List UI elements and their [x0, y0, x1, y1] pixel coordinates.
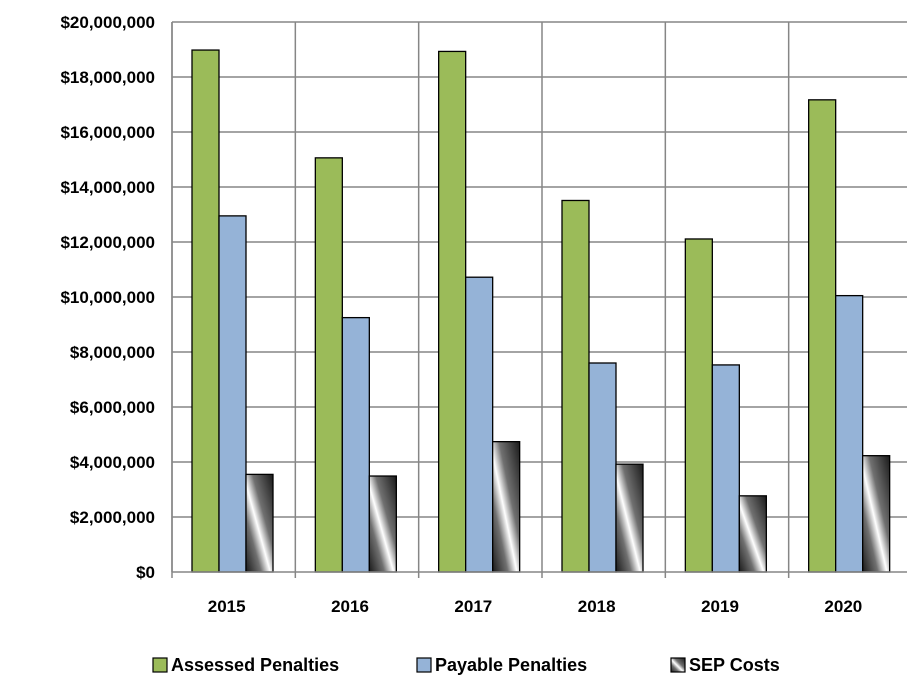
x-tick-label: 2017 [454, 597, 492, 616]
legend-swatch [416, 657, 432, 673]
y-tick-label: $0 [136, 563, 155, 582]
bar-assessed-penalties-2018 [561, 199, 590, 573]
x-tick-label: 2015 [208, 597, 246, 616]
legend-label: Payable Penalties [435, 655, 587, 675]
y-tick-label: $10,000,000 [60, 288, 155, 307]
bar-payable-penalties-2019 [711, 364, 740, 573]
bar-sep-costs-2016 [368, 475, 397, 573]
bar-assessed-penalties-2015 [191, 49, 220, 573]
grid-lines [171, 21, 907, 572]
y-tick-label: $6,000,000 [70, 398, 155, 417]
x-tick-label: 2020 [824, 597, 862, 616]
bar-payable-penalties-2018 [588, 362, 617, 573]
y-tick-label: $18,000,000 [60, 68, 155, 87]
y-tick-label: $8,000,000 [70, 343, 155, 362]
bars-group [191, 49, 891, 573]
x-tick-label: 2019 [701, 597, 739, 616]
bar-sep-costs-2018 [615, 463, 644, 573]
y-tick-label: $2,000,000 [70, 508, 155, 527]
bar-payable-penalties-2015 [218, 215, 247, 573]
legend-swatch [670, 657, 686, 673]
y-tick-label: $16,000,000 [60, 123, 155, 142]
x-tick-label: 2018 [578, 597, 616, 616]
bar-sep-costs-2019 [738, 495, 767, 573]
legend-swatch [152, 657, 168, 673]
bar-payable-penalties-2020 [835, 294, 864, 573]
y-tick-label: $14,000,000 [60, 178, 155, 197]
y-tick-label: $12,000,000 [60, 233, 155, 252]
bar-payable-penalties-2017 [465, 276, 494, 573]
bar-assessed-penalties-2016 [314, 157, 343, 573]
x-axis-tick-labels: 2015 2016 2017 2018 2019 2020 [208, 597, 862, 616]
y-axis-tick-labels: $0 $2,000,000 $4,000,000 $6,000,000 $8,000,0… [60, 13, 155, 582]
legend: Assessed Penalties Payable Penalties SEP C… [152, 655, 780, 675]
x-tick-label: 2016 [331, 597, 369, 616]
legend-label: Assessed Penalties [171, 655, 339, 675]
legend-label: SEP Costs [689, 655, 780, 675]
y-tick-label: $4,000,000 [70, 453, 155, 472]
bar-payable-penalties-2016 [341, 316, 370, 573]
bar-sep-costs-2017 [492, 440, 521, 573]
bar-assessed-penalties-2020 [808, 99, 837, 573]
bar-sep-costs-2020 [862, 455, 891, 573]
axes [171, 22, 907, 578]
bar-assessed-penalties-2017 [438, 50, 467, 573]
bar-sep-costs-2015 [245, 473, 274, 573]
y-tick-label: $20,000,000 [60, 13, 155, 32]
bar-assessed-penalties-2019 [684, 238, 713, 573]
